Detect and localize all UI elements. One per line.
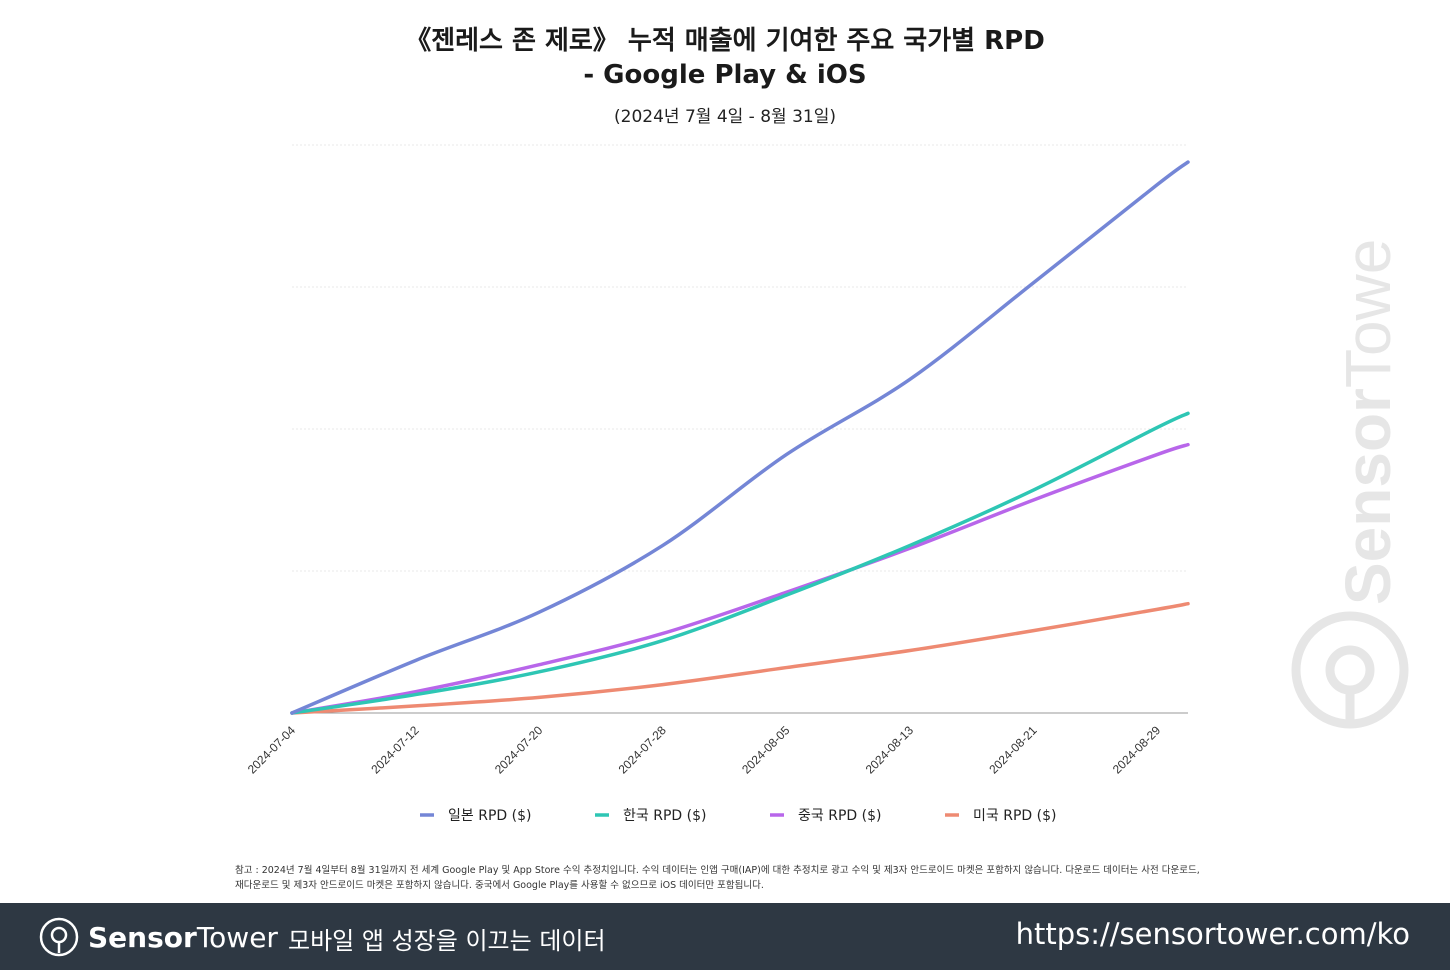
legend-label: 미국 RPD ($) [973, 808, 1056, 824]
chart-subtitle: (2024년 7월 4일 - 8월 31일) [614, 107, 836, 127]
x-tick-label: 2024-08-21 [986, 723, 1040, 777]
brand-light: Tower [196, 920, 278, 954]
x-tick-label: 2024-08-29 [1110, 723, 1164, 777]
chart-title-line2: - Google Play & iOS [583, 60, 867, 90]
series-line [290, 442, 1190, 715]
series-line [290, 601, 1190, 715]
footer-logo: SensorTower [38, 916, 278, 958]
x-tick-label: 2024-08-13 [863, 723, 917, 777]
series-line [290, 411, 1190, 715]
x-tick-label: 2024-07-04 [245, 723, 299, 777]
legend-label: 일본 RPD ($) [448, 808, 531, 824]
sensortower-logo-icon [1291, 611, 1409, 729]
x-tick-label: 2024-07-20 [492, 723, 546, 777]
line-chart: 2024-07-04 2024-07-12 2024-07-20 2024-07-28… [245, 144, 1190, 824]
footnote-line2: 재다운로드 및 제3자 안드로이드 마켓은 포함하지 않습니다. 중국에서 Go… [235, 880, 764, 891]
x-tick-label: 2024-08-05 [739, 723, 793, 777]
brand-bold: Sensor [88, 920, 197, 954]
x-tick-label: 2024-07-28 [616, 723, 670, 777]
x-tick-label: 2024-07-12 [368, 723, 422, 777]
watermark-text: SensorTower [1332, 235, 1404, 605]
legend-label: 중국 RPD ($) [798, 808, 881, 824]
footer-tagline: 모바일 앱 성장을 이끄는 데이터 [288, 927, 606, 955]
legend-label: 한국 RPD ($) [623, 808, 706, 824]
series-line [290, 160, 1190, 715]
chart-title: 《젠레스 존 제로》 누적 매출에 기여한 주요 국가별 RPD [405, 26, 1045, 56]
footer-bar: SensorTower 모바일 앱 성장을 이끄는 데이터 https://se… [0, 903, 1450, 970]
watermark: SensorTower [1290, 217, 1420, 739]
footer-url[interactable]: https://sensortower.com/ko [1015, 917, 1410, 951]
footnote-line1: 참고 : 2024년 7월 4일부터 8월 31일까지 전 세계 Google … [235, 865, 1200, 876]
sensortower-logo-icon [39, 917, 79, 957]
brand-name: SensorTower [88, 921, 278, 954]
